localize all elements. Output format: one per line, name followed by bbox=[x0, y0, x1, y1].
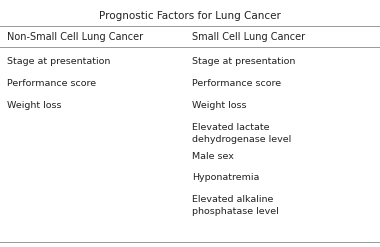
Text: Stage at presentation: Stage at presentation bbox=[192, 57, 295, 66]
Text: Stage at presentation: Stage at presentation bbox=[7, 57, 110, 66]
Text: Small Cell Lung Cancer: Small Cell Lung Cancer bbox=[192, 32, 305, 42]
Text: Performance score: Performance score bbox=[7, 79, 96, 88]
Text: Prognostic Factors for Lung Cancer: Prognostic Factors for Lung Cancer bbox=[99, 11, 281, 21]
Text: Weight loss: Weight loss bbox=[7, 101, 61, 110]
Text: Male sex: Male sex bbox=[192, 152, 234, 161]
Text: Non-Small Cell Lung Cancer: Non-Small Cell Lung Cancer bbox=[7, 32, 143, 42]
Text: Elevated lactate
dehydrogenase level: Elevated lactate dehydrogenase level bbox=[192, 124, 291, 144]
Text: Weight loss: Weight loss bbox=[192, 101, 246, 110]
Text: Elevated alkaline
phosphatase level: Elevated alkaline phosphatase level bbox=[192, 195, 279, 216]
Text: Hyponatremia: Hyponatremia bbox=[192, 173, 259, 182]
Text: Performance score: Performance score bbox=[192, 79, 281, 88]
